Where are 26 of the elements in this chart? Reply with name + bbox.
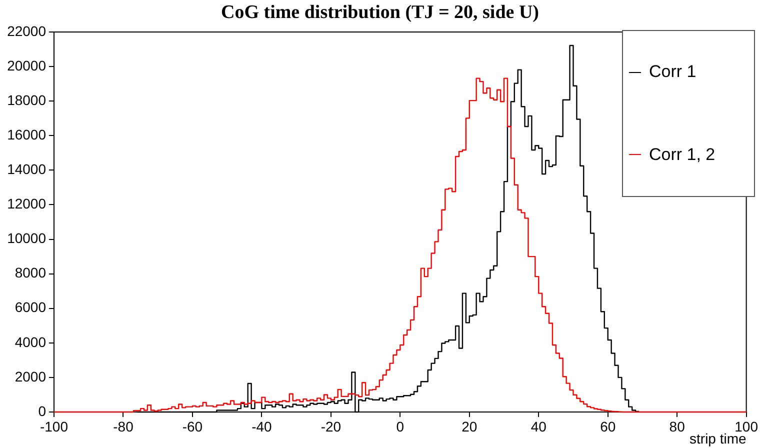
x-tick-label: 100 [734, 418, 758, 434]
legend-label: Corr 1 [649, 62, 696, 82]
x-tick-label: -20 [320, 418, 342, 434]
y-tick-label: 6000 [14, 299, 46, 316]
y-tick-label: 20000 [7, 57, 46, 74]
x-tick-label: 20 [462, 418, 478, 434]
x-tick-label: -80 [113, 418, 134, 434]
x-tick-label: -60 [182, 418, 203, 434]
x-tick-label: 60 [600, 418, 616, 434]
x-tick-label: 80 [669, 418, 686, 434]
x-tick-label: -40 [252, 418, 272, 434]
x-tick-label: 0 [396, 418, 404, 434]
y-tick-label: 22000 [7, 22, 46, 39]
y-tick-label: 0 [38, 402, 46, 419]
y-tick-label: 2000 [14, 368, 46, 384]
y-tick-label: 18000 [7, 92, 46, 108]
y-tick-label: 8000 [14, 264, 46, 281]
x-tick-label: 40 [530, 418, 547, 434]
y-tick-label: 4000 [14, 334, 46, 350]
y-tick-label: 14000 [7, 161, 46, 178]
y-tick-label: 12000 [7, 196, 46, 212]
legend-label: Corr 1, 2 [649, 144, 716, 165]
y-tick-label: 10000 [7, 230, 46, 246]
x-tick-label: -100 [40, 418, 68, 434]
chart-title: CoG time distribution (TJ = 20, side U) [220, 2, 540, 24]
y-tick-label: 16000 [7, 126, 46, 142]
